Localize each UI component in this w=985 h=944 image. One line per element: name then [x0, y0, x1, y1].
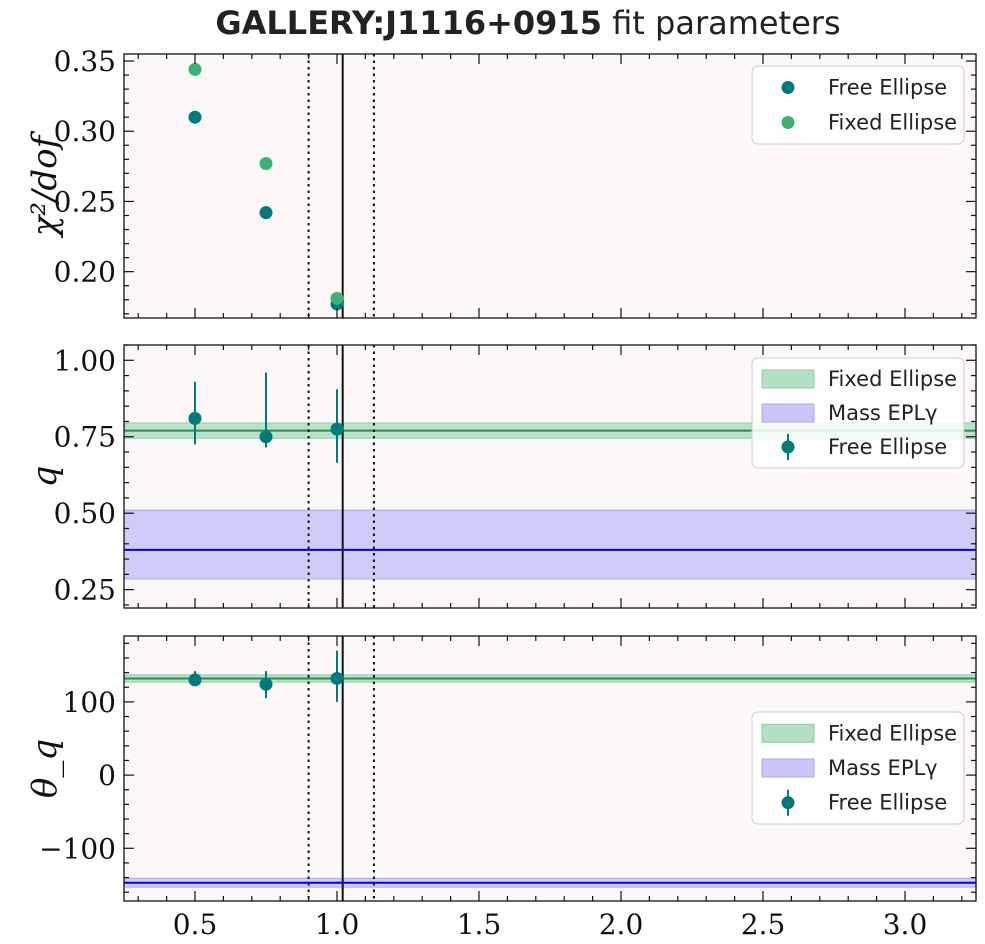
point-fixed-ellipse: [188, 62, 202, 76]
legend: Fixed Ellipse Mass EPLγ Free Ellipse: [751, 711, 965, 825]
panel-3: −100 0 100 0.5 1.0 1.5 2.0 2.5 3.0 θ_q Fixed Ellip…: [25, 635, 977, 941]
legend-label-free-ellipse: Free Ellipse: [828, 435, 947, 459]
band-mass-epl: [124, 509, 976, 580]
legend-label-mass-epl-: Mass EPLγ: [828, 756, 938, 780]
legend-swatch-mass-epl-: [761, 758, 815, 778]
legend-marker-free-ellipse: [781, 796, 795, 810]
x-tick-label: 0.5: [173, 908, 218, 941]
y-axis-label: q: [25, 466, 65, 488]
point-free-ellipse: [330, 671, 344, 685]
legend-swatch-mass-epl-: [761, 403, 815, 423]
panel-plot-area: [124, 636, 976, 901]
legend-label-fixed-ellipse: Fixed Ellipse: [828, 111, 957, 135]
panel-frame: [123, 635, 977, 902]
x-tick-label: 3.0: [883, 908, 928, 941]
y-tick-label: 0.20: [54, 256, 116, 289]
y-axis-label: χ²/dof: [25, 130, 65, 238]
x-tick-label: 1.5: [457, 908, 502, 941]
figure-title: GALLERY:J1116+0915 fit parameters: [215, 4, 840, 42]
x-tick-label: 2.5: [741, 908, 786, 941]
legend-label-fixed-ellipse: Fixed Ellipse: [828, 721, 957, 745]
y-tick-label: 0.25: [54, 574, 116, 607]
point-free-ellipse: [188, 110, 202, 124]
legend-label-fixed-ellipse: Fixed Ellipse: [828, 367, 957, 391]
y-tick-label: 0.25: [54, 185, 116, 218]
x-tick-label: 1.0: [315, 908, 360, 941]
legend-frame: [751, 65, 965, 145]
legend-marker-free-ellipse: [781, 440, 795, 454]
x-tick-label: 2.0: [599, 908, 644, 941]
y-axis-label: θ_q: [25, 739, 65, 798]
panel-frame: [123, 53, 977, 319]
legend: Free Ellipse Fixed Ellipse: [751, 65, 965, 145]
legend-swatch-fixed-ellipse: [761, 369, 815, 389]
legend-label-mass-epl-: Mass EPLγ: [828, 401, 938, 425]
y-tick-label: 0: [98, 759, 116, 792]
y-tick-label: 0.35: [54, 45, 116, 78]
legend-marker-fixed-ellipse: [781, 116, 795, 129]
legend-swatch-fixed-ellipse: [761, 723, 815, 743]
panel-frame: [123, 344, 977, 609]
point-free-ellipse: [330, 422, 344, 436]
legend: Fixed Ellipse Mass EPLγ Free Ellipse: [751, 357, 965, 469]
y-tick-label: 0.50: [54, 497, 116, 530]
legend-label-free-ellipse: Free Ellipse: [828, 791, 947, 815]
legend-label-free-ellipse: Free Ellipse: [828, 76, 947, 100]
point-fixed-ellipse: [259, 157, 273, 171]
y-tick-label: 1.00: [54, 344, 116, 377]
point-free-ellipse: [259, 206, 273, 220]
y-tick-label: 0.75: [54, 421, 116, 454]
y-tick-label: 100: [63, 686, 116, 719]
point-free-ellipse: [259, 430, 273, 444]
point-fixed-ellipse: [330, 291, 344, 305]
y-tick-label: 0.30: [54, 115, 116, 148]
panel-1: 0.20 0.25 0.30 0.35 χ²/dof Free Ellipse Fixed …: [25, 45, 977, 319]
point-free-ellipse: [188, 411, 202, 425]
point-free-ellipse: [259, 677, 273, 691]
legend-marker-free-ellipse: [781, 81, 795, 94]
point-free-ellipse: [188, 673, 202, 687]
panel-plot-area: [188, 54, 375, 318]
y-tick-label: −100: [39, 832, 116, 865]
